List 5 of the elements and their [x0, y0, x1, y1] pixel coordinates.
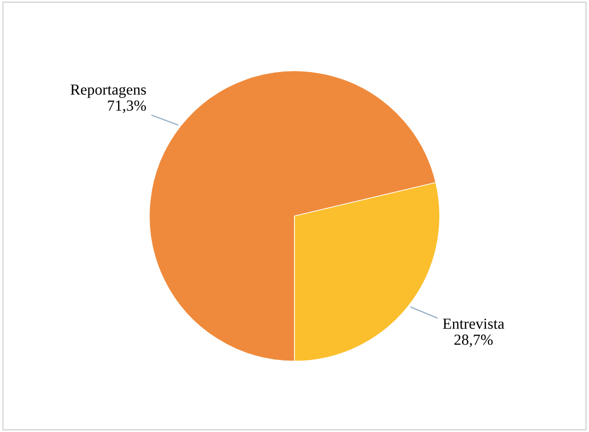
pie-slice — [149, 70, 436, 362]
data-label: 28,7% — [454, 334, 493, 348]
slice-label: Entrevista — [442, 318, 504, 329]
slice-label: Reportagens — [70, 84, 146, 98]
data-label: 71,3% — [108, 100, 146, 113]
